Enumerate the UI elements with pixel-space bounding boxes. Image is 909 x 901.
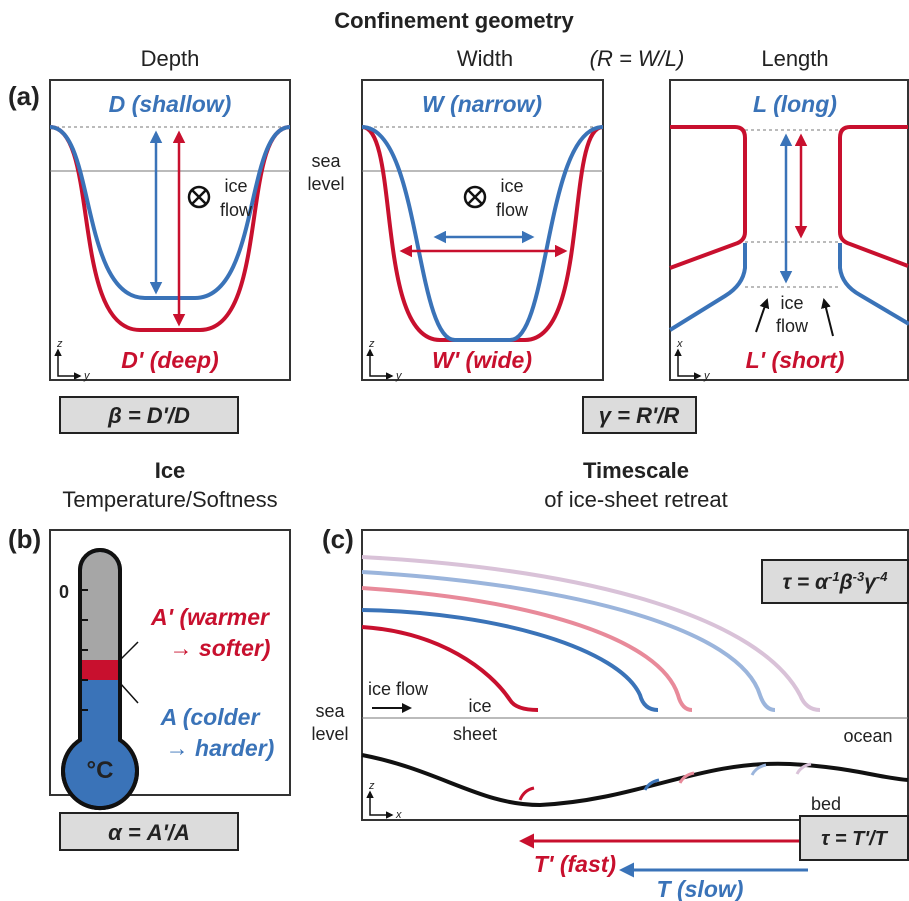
- ice-surface: [361, 608, 659, 712]
- flow-arrow: [755, 298, 770, 333]
- bed-label: bed: [811, 794, 841, 814]
- heading: Timescale: [583, 458, 689, 483]
- cold-label: → harder): [166, 735, 275, 761]
- thermometer-cold-top: [82, 552, 118, 661]
- ice-surface: [361, 625, 539, 712]
- axis-letter: x: [676, 338, 683, 350]
- axes-icon: [54, 348, 82, 380]
- panel-label: (a): [8, 81, 40, 111]
- axis-letter: z: [368, 780, 375, 792]
- formula: β = D'/D: [107, 403, 190, 428]
- flow-symbol: [467, 189, 483, 205]
- label-top: L (long): [753, 91, 837, 117]
- grounding-line: [795, 762, 812, 775]
- flow-symbol: [187, 185, 211, 209]
- panel-box: [361, 529, 909, 821]
- short-walls: [669, 125, 909, 270]
- axis-letter: y: [703, 370, 711, 382]
- heading: Ice: [155, 458, 186, 483]
- formula: α = A'/A: [108, 820, 190, 845]
- axis-letter: z: [56, 338, 63, 350]
- label-bottom: W' (wide): [432, 347, 532, 373]
- ice-surface: [361, 555, 821, 712]
- thermometer-band: [82, 660, 118, 680]
- ice-flow: ice: [224, 176, 247, 196]
- leader: [119, 641, 139, 661]
- thermometer-outline: [61, 548, 139, 811]
- zero-label: 0: [59, 582, 69, 602]
- ice-flow: ice: [500, 176, 523, 196]
- sea-level: level: [307, 174, 344, 194]
- panel-label: (c): [322, 524, 354, 554]
- flow-symbol: [463, 185, 487, 209]
- warm-label: A' (warmer: [150, 604, 270, 630]
- ice-flow: ice: [780, 293, 803, 313]
- flow-arrow: [821, 298, 834, 337]
- deep-profile: [49, 125, 291, 332]
- title: Confinement geometry: [334, 8, 574, 33]
- ice-flow: ice flow: [368, 679, 429, 699]
- label-top: D (shallow): [109, 91, 232, 117]
- heading: Width: [457, 46, 513, 71]
- label-bottom: L' (short): [746, 347, 845, 373]
- leader: [119, 682, 139, 704]
- formula-box: [582, 396, 697, 434]
- ocean: ocean: [843, 726, 892, 746]
- grounding-line: [678, 771, 695, 784]
- formula-box: [799, 815, 909, 861]
- label-top: W (narrow): [422, 91, 542, 117]
- ice-surface: [361, 570, 776, 712]
- axis-letter: z: [368, 338, 375, 350]
- grounding-line: [750, 763, 767, 776]
- axis-letter: x: [395, 809, 402, 821]
- panel-box: [361, 79, 604, 381]
- ice-flow: flow: [776, 316, 809, 336]
- formula-box: [59, 812, 239, 851]
- formula-box: [59, 396, 239, 434]
- flow-symbol: [191, 189, 207, 205]
- shallow-profile: [49, 125, 291, 300]
- heading: Depth: [141, 46, 200, 71]
- unit-label: °C: [87, 757, 114, 784]
- axis-letter: y: [83, 370, 91, 382]
- axes-icon: [366, 790, 394, 819]
- axes-icon: [674, 348, 702, 380]
- heading: Length: [761, 46, 828, 71]
- formula: γ = R'/R: [599, 403, 680, 428]
- cold-label: A (colder: [160, 704, 261, 730]
- grounding-line: [643, 778, 660, 791]
- formula-box: [761, 559, 909, 604]
- panel-label: (b): [8, 524, 41, 554]
- panel-box: [669, 79, 909, 381]
- subheading: of ice-sheet retreat: [544, 487, 727, 512]
- tick-marks: [80, 589, 88, 711]
- panel-box: [49, 79, 291, 381]
- formula: τ = T'/T: [821, 828, 888, 850]
- label-bottom: D' (deep): [121, 347, 218, 373]
- ice-flow: flow: [220, 200, 253, 220]
- ice-sheet: sheet: [453, 724, 497, 744]
- ratio-note: (R = W/L): [590, 46, 685, 71]
- sea-level: sea: [311, 151, 341, 171]
- formula: τ = α-1β-3γ-4: [783, 569, 889, 594]
- axes-icon: [366, 348, 394, 380]
- ice-sheet: ice: [468, 696, 491, 716]
- slow-label: T (slow): [657, 876, 744, 901]
- subheading: Temperature/Softness: [62, 487, 277, 512]
- long-walls: [668, 243, 909, 332]
- ice-surface: [361, 586, 693, 712]
- panel-box: [49, 529, 291, 796]
- warm-label: → softer): [170, 635, 271, 661]
- sea-level: level: [311, 724, 348, 744]
- ice-flow: flow: [496, 200, 529, 220]
- axis-letter: y: [395, 370, 403, 382]
- grounding-line: [518, 786, 535, 801]
- wide-profile: [361, 125, 604, 342]
- narrow-profile: [361, 125, 604, 342]
- sea-level: sea: [315, 701, 345, 721]
- fast-label: T' (fast): [534, 851, 616, 877]
